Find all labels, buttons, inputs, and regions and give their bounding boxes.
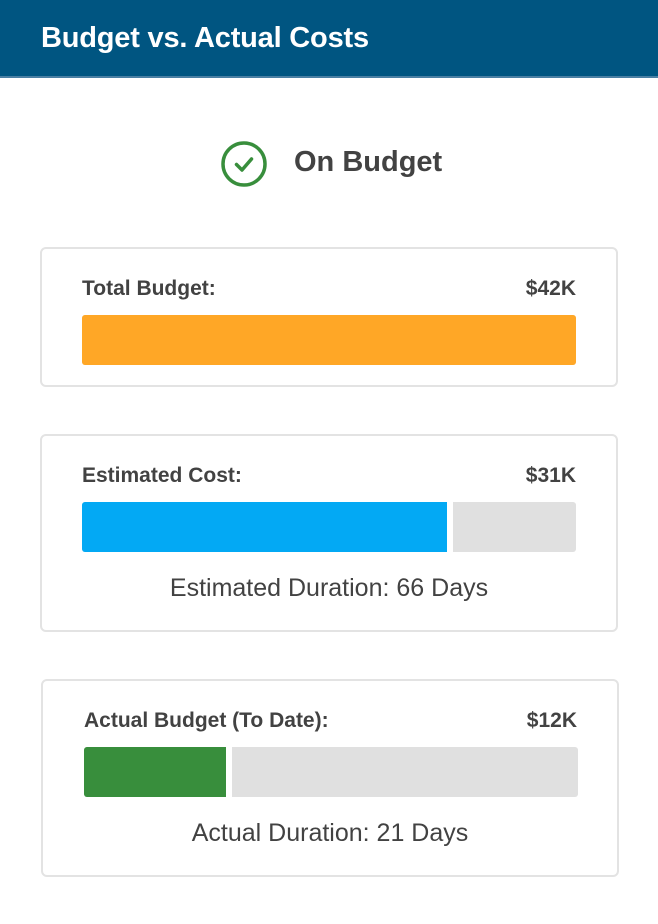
page-title: Budget vs. Actual Costs xyxy=(41,22,369,54)
actual-budget-value: $12K xyxy=(526,709,577,732)
total-budget-label: Total Budget: xyxy=(82,277,216,300)
check-circle-icon xyxy=(221,141,267,187)
actual-budget-card: Actual Budget (To Date): $12K Actual Dur… xyxy=(41,679,619,877)
total-budget-bar xyxy=(82,315,576,365)
total-budget-bar-fill xyxy=(82,315,576,365)
header-bar: Budget vs. Actual Costs xyxy=(0,0,658,78)
status-label: On Budget xyxy=(294,146,443,178)
estimated-cost-label: Estimated Cost: xyxy=(82,464,242,487)
estimated-cost-bar-fill xyxy=(82,502,453,552)
actual-duration: Actual Duration: 21 Days xyxy=(191,819,469,847)
actual-budget-bar xyxy=(84,747,578,797)
actual-budget-bar-fill xyxy=(84,747,233,797)
estimated-cost-bar xyxy=(82,502,576,552)
estimated-cost-card: Estimated Cost: $31K Estimated Duration:… xyxy=(40,434,618,632)
estimated-duration: Estimated Duration: 66 Days xyxy=(169,574,489,602)
total-budget-card: Total Budget: $42K xyxy=(40,247,618,387)
total-budget-value: $42K xyxy=(525,277,576,300)
actual-budget-label: Actual Budget (To Date): xyxy=(84,709,329,732)
estimated-cost-value: $31K xyxy=(525,464,576,487)
budget-status: On Budget xyxy=(0,138,658,190)
